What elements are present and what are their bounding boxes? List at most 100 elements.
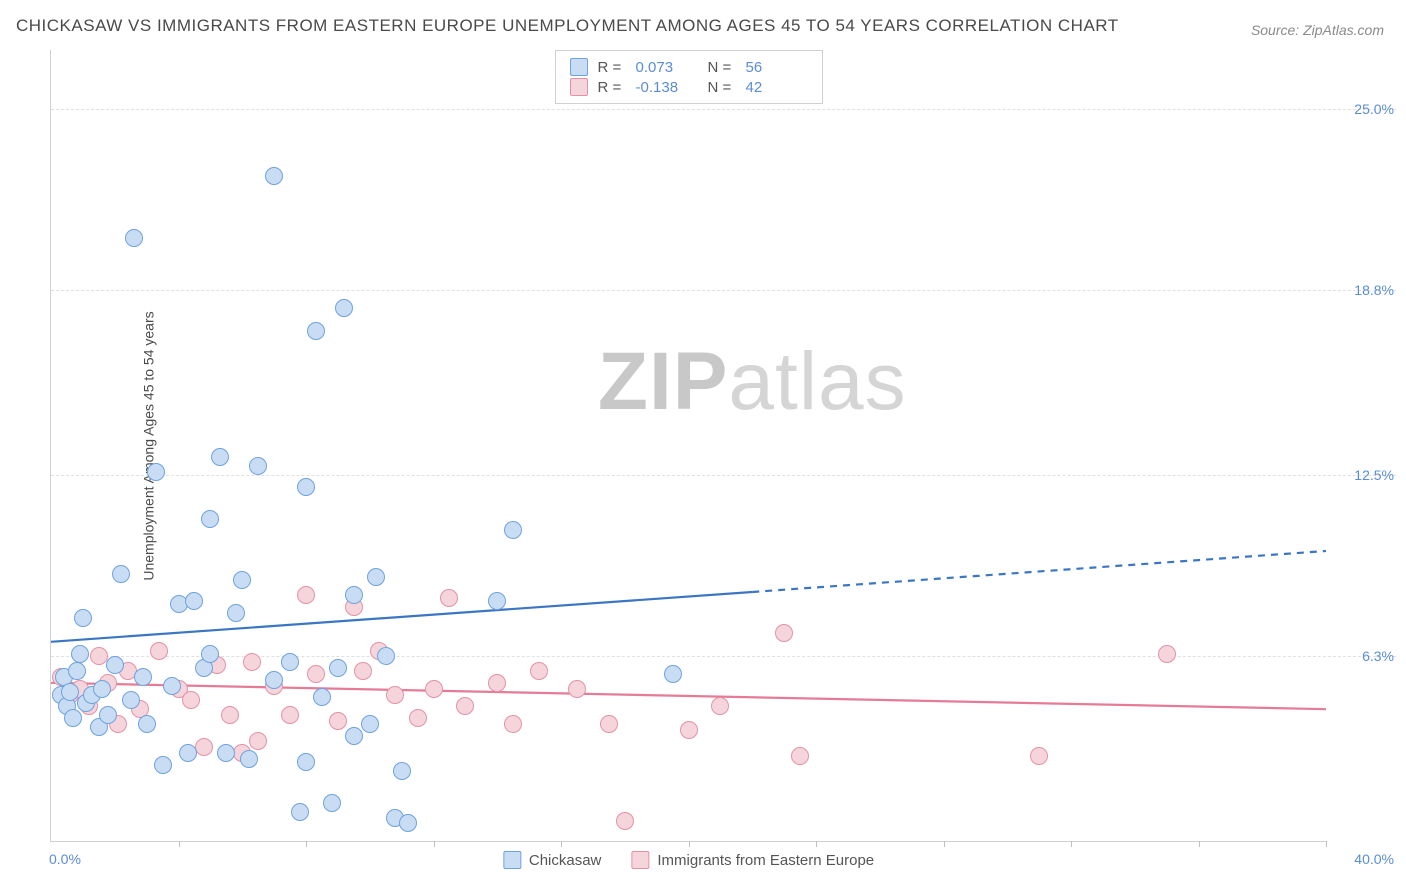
data-point-chickasaw <box>201 510 219 528</box>
data-point-chickasaw <box>367 568 385 586</box>
x-tick <box>306 841 307 847</box>
x-tick <box>689 841 690 847</box>
data-point-chickasaw <box>307 322 325 340</box>
data-point-chickasaw <box>112 565 130 583</box>
data-point-eeu <box>354 662 372 680</box>
data-point-chickasaw <box>147 463 165 481</box>
data-point-chickasaw <box>399 814 417 832</box>
data-point-chickasaw <box>335 299 353 317</box>
data-point-chickasaw <box>185 592 203 610</box>
data-point-eeu <box>616 812 634 830</box>
data-point-chickasaw <box>240 750 258 768</box>
data-point-chickasaw <box>179 744 197 762</box>
legend-item-chickasaw: Chickasaw <box>503 851 602 869</box>
source-label: Source: ZipAtlas.com <box>1251 22 1384 38</box>
data-point-chickasaw <box>297 753 315 771</box>
data-point-chickasaw <box>361 715 379 733</box>
data-point-eeu <box>182 691 200 709</box>
data-point-eeu <box>711 697 729 715</box>
data-point-chickasaw <box>71 645 89 663</box>
y-tick-label: 18.8% <box>1354 282 1394 298</box>
x-tick <box>944 841 945 847</box>
data-point-eeu <box>1030 747 1048 765</box>
data-point-chickasaw <box>297 478 315 496</box>
data-point-eeu <box>504 715 522 733</box>
gridline <box>51 290 1396 291</box>
data-point-eeu <box>150 642 168 660</box>
gridline <box>51 475 1396 476</box>
data-point-chickasaw <box>74 609 92 627</box>
x-min-label: 0.0% <box>49 851 81 867</box>
data-point-eeu <box>243 653 261 671</box>
data-point-chickasaw <box>93 680 111 698</box>
data-point-chickasaw <box>68 662 86 680</box>
data-point-eeu <box>456 697 474 715</box>
chart-title: CHICKASAW VS IMMIGRANTS FROM EASTERN EUR… <box>16 16 1119 36</box>
data-point-eeu <box>307 665 325 683</box>
data-point-chickasaw <box>393 762 411 780</box>
data-point-eeu <box>249 732 267 750</box>
x-tick <box>179 841 180 847</box>
x-tick <box>1199 841 1200 847</box>
legend-item-eeu: Immigrants from Eastern Europe <box>631 851 874 869</box>
data-point-chickasaw <box>281 653 299 671</box>
data-point-chickasaw <box>664 665 682 683</box>
x-tick <box>816 841 817 847</box>
y-tick-label: 25.0% <box>1354 101 1394 117</box>
data-point-chickasaw <box>233 571 251 589</box>
data-point-chickasaw <box>313 688 331 706</box>
data-point-eeu <box>680 721 698 739</box>
swatch-chickasaw <box>503 851 521 869</box>
data-point-chickasaw <box>106 656 124 674</box>
y-tick-label: 6.3% <box>1362 648 1394 664</box>
data-point-eeu <box>329 712 347 730</box>
data-point-chickasaw <box>249 457 267 475</box>
data-point-chickasaw <box>138 715 156 733</box>
data-point-eeu <box>440 589 458 607</box>
x-tick <box>561 841 562 847</box>
data-point-chickasaw <box>504 521 522 539</box>
x-max-label: 40.0% <box>1354 851 1394 867</box>
data-point-eeu <box>297 586 315 604</box>
data-point-chickasaw <box>227 604 245 622</box>
data-point-eeu <box>195 738 213 756</box>
data-point-chickasaw <box>377 647 395 665</box>
data-point-chickasaw <box>134 668 152 686</box>
legend-label-chickasaw: Chickasaw <box>529 852 602 869</box>
swatch-eeu <box>631 851 649 869</box>
data-point-chickasaw <box>329 659 347 677</box>
data-point-eeu <box>221 706 239 724</box>
data-point-chickasaw <box>217 744 235 762</box>
data-point-chickasaw <box>265 167 283 185</box>
data-point-eeu <box>530 662 548 680</box>
data-point-chickasaw <box>99 706 117 724</box>
data-point-chickasaw <box>122 691 140 709</box>
data-point-chickasaw <box>154 756 172 774</box>
data-point-chickasaw <box>345 727 363 745</box>
data-point-eeu <box>488 674 506 692</box>
data-point-chickasaw <box>61 683 79 701</box>
x-tick <box>1071 841 1072 847</box>
data-point-chickasaw <box>345 586 363 604</box>
data-point-eeu <box>1158 645 1176 663</box>
data-point-eeu <box>600 715 618 733</box>
data-point-chickasaw <box>201 645 219 663</box>
x-tick <box>1326 841 1327 847</box>
plot-area: ZIPatlas R = 0.073 N = 56 R = -0.138 N =… <box>50 50 1326 842</box>
data-point-chickasaw <box>265 671 283 689</box>
data-point-chickasaw <box>125 229 143 247</box>
data-point-eeu <box>425 680 443 698</box>
data-point-eeu <box>386 686 404 704</box>
data-point-eeu <box>409 709 427 727</box>
data-point-chickasaw <box>64 709 82 727</box>
data-point-eeu <box>568 680 586 698</box>
gridline <box>51 109 1396 110</box>
data-point-chickasaw <box>163 677 181 695</box>
data-point-eeu <box>281 706 299 724</box>
legend-label-eeu: Immigrants from Eastern Europe <box>657 852 874 869</box>
series-legend: Chickasaw Immigrants from Eastern Europe <box>503 851 874 869</box>
data-point-eeu <box>775 624 793 642</box>
x-tick <box>434 841 435 847</box>
chart-container: CHICKASAW VS IMMIGRANTS FROM EASTERN EUR… <box>0 0 1406 892</box>
data-point-chickasaw <box>291 803 309 821</box>
